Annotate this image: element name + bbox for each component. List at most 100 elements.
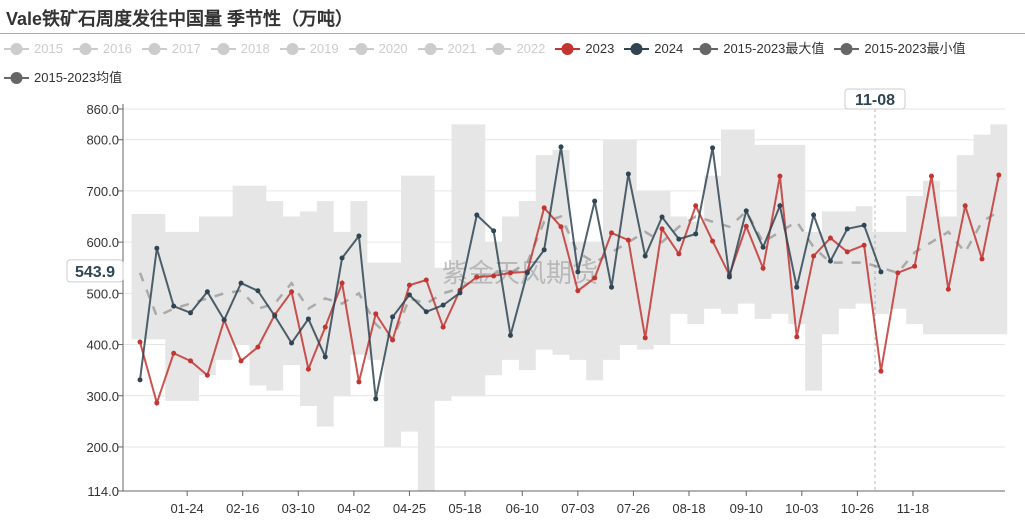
x-tick-label: 04-02 bbox=[337, 501, 370, 516]
data-point-2024 bbox=[609, 284, 615, 290]
data-point-2024 bbox=[137, 377, 143, 383]
legend-label: 2018 bbox=[240, 41, 270, 56]
legend-item-2023[interactable]: 2023 bbox=[555, 36, 614, 62]
series-line-2023 bbox=[139, 174, 1000, 407]
legend-label: 2015-2023最大值 bbox=[723, 41, 825, 56]
data-point-2024 bbox=[642, 253, 648, 259]
y-tick-label: 200.0 bbox=[86, 440, 119, 455]
data-point-2023 bbox=[996, 172, 1002, 178]
data-point-2024 bbox=[541, 247, 547, 253]
legend-item-2020[interactable]: 2020 bbox=[348, 36, 408, 62]
data-point-2023 bbox=[979, 256, 985, 262]
legend-item-2017[interactable]: 2017 bbox=[141, 36, 201, 62]
data-point-2024 bbox=[726, 274, 732, 280]
y-tick-label: 300.0 bbox=[86, 389, 119, 404]
data-point-2024 bbox=[289, 340, 295, 346]
legend-marker-icon bbox=[624, 43, 650, 55]
data-point-2023 bbox=[423, 277, 429, 283]
data-point-2023 bbox=[154, 400, 160, 406]
data-point-2023 bbox=[289, 289, 295, 295]
data-point-2024 bbox=[322, 354, 328, 360]
x-tick-label: 10-26 bbox=[841, 501, 874, 516]
data-point-2023 bbox=[642, 335, 648, 341]
data-point-2024 bbox=[743, 208, 749, 214]
data-point-2023 bbox=[390, 337, 396, 343]
legend-label: 2015 bbox=[34, 41, 63, 56]
x-tick-label: 07-03 bbox=[561, 501, 594, 516]
legend-item-2015-2023最大值[interactable]: 2015-2023最大值 bbox=[693, 36, 824, 62]
y-tick-label: 700.0 bbox=[86, 184, 119, 199]
x-tick-label: 09-10 bbox=[730, 501, 763, 516]
x-tick-label: 07-26 bbox=[617, 501, 650, 516]
x-tick-label: 01-24 bbox=[171, 501, 204, 516]
data-point-2023 bbox=[356, 379, 362, 385]
data-point-2023 bbox=[945, 286, 951, 292]
legend-item-2019[interactable]: 2019 bbox=[279, 36, 339, 62]
data-point-2024 bbox=[811, 212, 817, 218]
legend-marker-icon bbox=[279, 43, 305, 55]
legend-item-2021[interactable]: 2021 bbox=[417, 36, 477, 62]
legend-item-2015-2023最小值[interactable]: 2015-2023最小值 bbox=[834, 36, 966, 62]
chart-title: Vale铁矿石周度发往中国量 季节性（万吨） bbox=[6, 9, 354, 29]
data-point-2023 bbox=[188, 358, 194, 364]
legend-item-2018[interactable]: 2018 bbox=[210, 36, 270, 62]
data-point-2023 bbox=[339, 280, 345, 286]
legend-marker-icon bbox=[693, 43, 719, 55]
mean-line bbox=[138, 209, 1000, 342]
data-point-2023 bbox=[861, 242, 867, 248]
data-point-2024 bbox=[171, 303, 177, 309]
data-point-2023 bbox=[777, 173, 783, 179]
data-point-2024 bbox=[524, 270, 530, 276]
data-point-2023 bbox=[928, 173, 934, 179]
data-point-2023 bbox=[373, 311, 379, 317]
data-point-2023 bbox=[171, 350, 177, 356]
legend-item-2015-2023均值[interactable]: 2015-2023均值 bbox=[4, 65, 122, 91]
data-point-2023 bbox=[827, 235, 833, 241]
data-point-2024 bbox=[861, 222, 867, 228]
data-point-2024 bbox=[255, 288, 261, 294]
data-point-2024 bbox=[592, 198, 598, 204]
data-point-2024 bbox=[777, 203, 783, 209]
legend-item-2015[interactable]: 2015 bbox=[4, 36, 63, 62]
data-point-2023 bbox=[474, 274, 480, 280]
x-tick-label: 08-18 bbox=[672, 501, 705, 516]
data-point-2024 bbox=[878, 269, 884, 275]
data-point-2024 bbox=[676, 236, 682, 242]
legend-marker-icon bbox=[141, 43, 167, 55]
x-tick-label: 06-10 bbox=[506, 501, 539, 516]
data-point-2023 bbox=[440, 324, 446, 330]
legend-item-2024[interactable]: 2024 bbox=[624, 36, 683, 62]
legend-label: 2017 bbox=[171, 41, 201, 56]
data-point-2023 bbox=[322, 324, 328, 330]
data-point-2023 bbox=[625, 237, 631, 243]
legend-marker-icon bbox=[72, 43, 98, 55]
data-point-2023 bbox=[406, 282, 412, 288]
legend-item-2022[interactable]: 2022 bbox=[486, 36, 545, 62]
x-tick-label: 10-03 bbox=[785, 501, 818, 516]
data-point-2024 bbox=[457, 290, 463, 296]
max-min-band bbox=[131, 124, 1008, 491]
legend: 2015 2016 2017 2018 2019 2020 2021 2022 2023 2024… bbox=[4, 36, 1024, 94]
data-point-2023 bbox=[255, 344, 261, 350]
data-point-2023 bbox=[491, 273, 497, 279]
data-point-2024 bbox=[760, 244, 766, 250]
legend-label: 2019 bbox=[309, 41, 339, 56]
x-tick-label: 11-18 bbox=[897, 501, 929, 516]
x-tick-label: 03-10 bbox=[282, 501, 315, 516]
data-point-2024 bbox=[204, 289, 210, 295]
legend-label: 2021 bbox=[447, 41, 477, 56]
data-point-2023 bbox=[760, 265, 766, 271]
data-point-2024 bbox=[188, 310, 194, 316]
data-point-2024 bbox=[693, 231, 699, 237]
data-point-2023 bbox=[558, 224, 564, 230]
y-tick-label: 800.0 bbox=[86, 133, 119, 148]
data-point-2023 bbox=[794, 334, 800, 340]
data-point-2023 bbox=[676, 251, 682, 257]
data-point-2024 bbox=[474, 212, 480, 218]
legend-marker-icon bbox=[4, 43, 29, 55]
legend-item-2016[interactable]: 2016 bbox=[72, 36, 132, 62]
legend-label: 2023 bbox=[585, 41, 615, 56]
data-point-2023 bbox=[659, 226, 665, 232]
